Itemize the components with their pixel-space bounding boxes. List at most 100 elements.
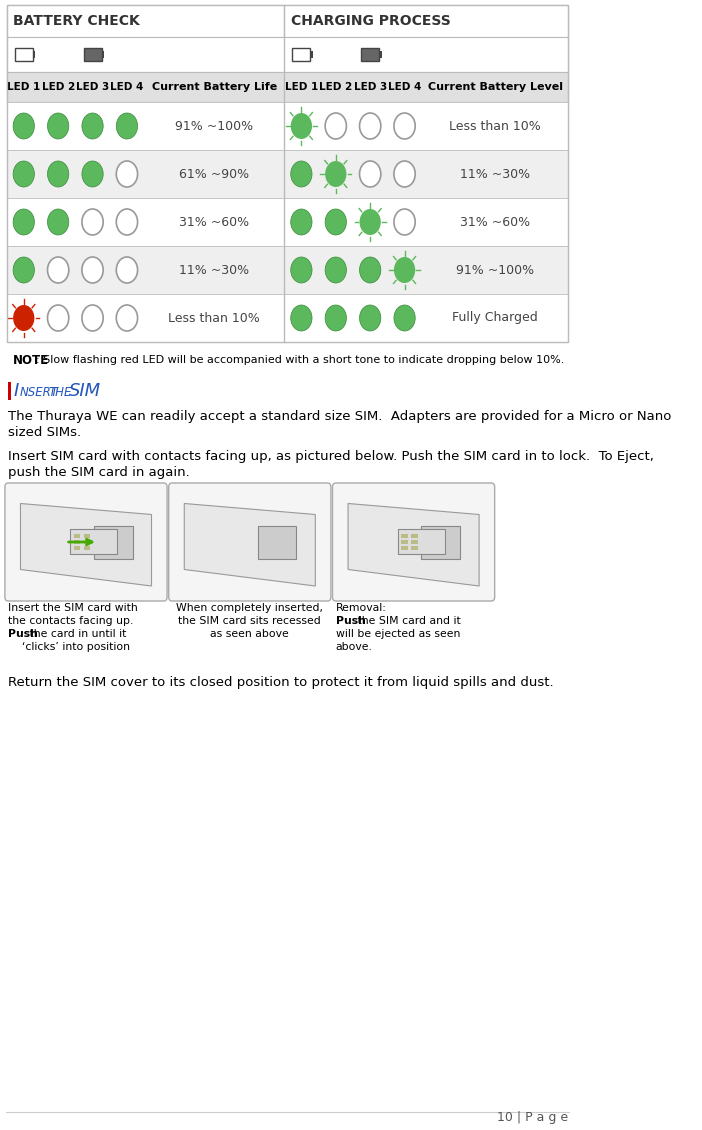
Bar: [402, 533, 408, 538]
Bar: [284, 294, 569, 342]
Circle shape: [291, 160, 312, 186]
FancyBboxPatch shape: [5, 483, 167, 601]
Bar: [398, 529, 444, 554]
Circle shape: [394, 305, 415, 331]
Text: ‘clicks’ into position: ‘clicks’ into position: [8, 642, 130, 652]
Text: Insert SIM card with contacts facing up, as pictured below. Push the SIM card in: Insert SIM card with contacts facing up,…: [8, 450, 654, 463]
Bar: [6, 102, 284, 150]
Bar: [74, 546, 80, 549]
Text: LED 4: LED 4: [110, 82, 144, 92]
Circle shape: [117, 257, 138, 282]
Circle shape: [48, 160, 69, 186]
Bar: [284, 102, 569, 150]
Text: 11% ~30%: 11% ~30%: [460, 167, 530, 181]
Bar: [411, 539, 418, 544]
Text: the contacts facing up.: the contacts facing up.: [8, 616, 133, 626]
Text: LED 2: LED 2: [319, 82, 352, 92]
Bar: [70, 529, 117, 554]
Text: NSERT: NSERT: [20, 386, 58, 400]
Text: Push: Push: [8, 629, 38, 638]
Circle shape: [291, 209, 312, 235]
Text: the SIM card sits recessed: the SIM card sits recessed: [178, 616, 321, 626]
Circle shape: [13, 209, 34, 235]
Bar: [8, 382, 11, 400]
Text: as seen above: as seen above: [211, 629, 289, 638]
Text: LED 2: LED 2: [41, 82, 75, 92]
Bar: [258, 525, 296, 558]
Text: LED 1: LED 1: [285, 82, 318, 92]
Text: Fully Charged: Fully Charged: [452, 312, 538, 324]
Bar: [6, 5, 569, 342]
Circle shape: [394, 209, 415, 235]
Circle shape: [325, 209, 346, 235]
Text: the SIM card and it: the SIM card and it: [354, 616, 461, 626]
Bar: [84, 533, 90, 538]
Text: SIM: SIM: [69, 382, 101, 400]
Bar: [6, 5, 569, 342]
Circle shape: [82, 257, 103, 282]
Circle shape: [82, 113, 103, 139]
Text: 91% ~100%: 91% ~100%: [456, 263, 534, 277]
Circle shape: [325, 160, 346, 186]
Circle shape: [325, 305, 346, 331]
Circle shape: [13, 305, 34, 331]
Circle shape: [117, 305, 138, 331]
Text: When completely inserted,: When completely inserted,: [176, 603, 324, 612]
Bar: [402, 539, 408, 544]
Circle shape: [13, 160, 34, 186]
Bar: [6, 5, 284, 37]
Bar: [6, 37, 569, 72]
Text: LED 3: LED 3: [76, 82, 110, 92]
Bar: [33, 51, 35, 58]
Circle shape: [394, 160, 415, 186]
Circle shape: [82, 160, 103, 186]
Text: LED 3: LED 3: [354, 82, 387, 92]
Circle shape: [48, 305, 69, 331]
Text: THE: THE: [48, 386, 72, 400]
Circle shape: [82, 305, 103, 331]
Text: Push: Push: [336, 616, 366, 626]
Bar: [411, 546, 418, 549]
Circle shape: [13, 257, 34, 282]
Text: CHARGING PROCESS: CHARGING PROCESS: [291, 14, 451, 28]
Bar: [421, 525, 461, 558]
Text: will be ejected as seen: will be ejected as seen: [336, 629, 460, 638]
Bar: [284, 5, 569, 37]
Text: Less than 10%: Less than 10%: [168, 312, 260, 324]
Circle shape: [291, 113, 312, 139]
Circle shape: [359, 257, 380, 282]
Circle shape: [117, 160, 138, 186]
Circle shape: [394, 257, 415, 282]
Bar: [6, 72, 569, 102]
Bar: [84, 546, 90, 549]
Circle shape: [394, 113, 415, 139]
Text: 61% ~90%: 61% ~90%: [179, 167, 249, 181]
Circle shape: [291, 257, 312, 282]
FancyBboxPatch shape: [168, 483, 331, 601]
Bar: [74, 539, 80, 544]
Bar: [292, 47, 310, 61]
Text: 91% ~100%: 91% ~100%: [175, 120, 253, 132]
Circle shape: [359, 160, 380, 186]
Circle shape: [48, 209, 69, 235]
Text: Current Battery Level: Current Battery Level: [428, 82, 562, 92]
Bar: [15, 47, 33, 61]
Text: Insert the SIM card with: Insert the SIM card with: [8, 603, 138, 612]
Circle shape: [325, 113, 346, 139]
Circle shape: [359, 113, 380, 139]
Text: push the SIM card in again.: push the SIM card in again.: [8, 466, 190, 479]
Text: Removal:: Removal:: [336, 603, 387, 612]
Circle shape: [359, 209, 380, 235]
Text: 31% ~60%: 31% ~60%: [460, 216, 530, 228]
Text: 31% ~60%: 31% ~60%: [179, 216, 249, 228]
Bar: [310, 51, 313, 58]
Text: Current Battery Life: Current Battery Life: [152, 82, 277, 92]
FancyBboxPatch shape: [333, 483, 495, 601]
Bar: [284, 150, 569, 198]
Text: sized SIMs.: sized SIMs.: [8, 426, 81, 438]
Text: NOTE: NOTE: [13, 354, 49, 366]
Circle shape: [291, 305, 312, 331]
Text: the card in until it: the card in until it: [26, 629, 126, 638]
Circle shape: [117, 209, 138, 235]
Bar: [284, 198, 569, 246]
